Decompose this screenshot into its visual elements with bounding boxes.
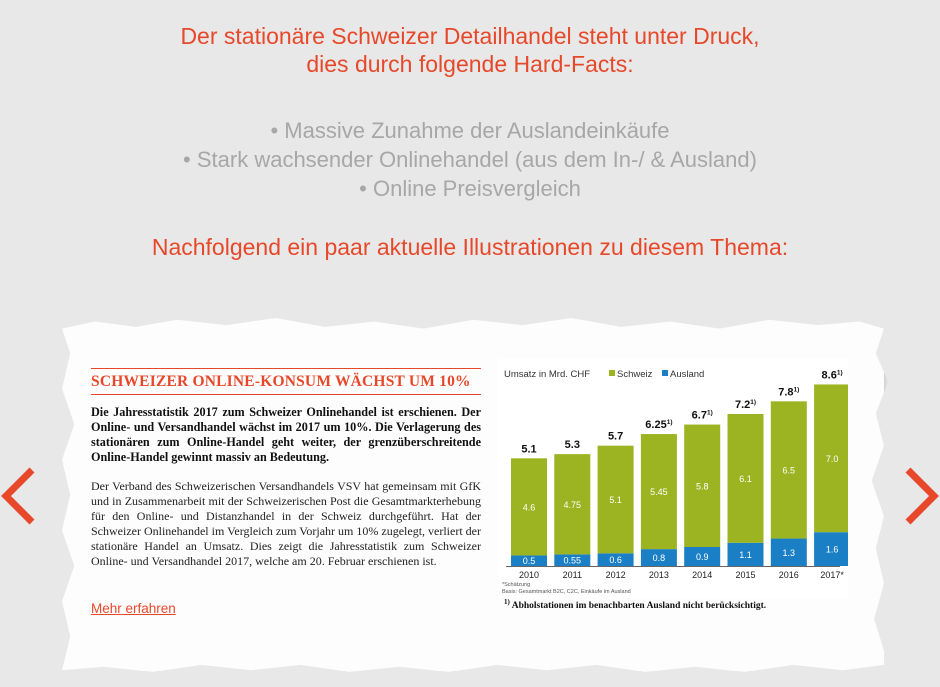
bar-ausland [684, 547, 721, 566]
x-tick-label: 2011 [563, 570, 582, 580]
bar-total-label: 5.7 [608, 431, 623, 443]
headline-line-2: dies durch folgende Hard-Facts: [306, 51, 634, 77]
data-label-schweiz: 5.8 [696, 481, 709, 491]
bar-total-label: 6.251) [645, 419, 672, 431]
bar-schweiz [511, 458, 547, 556]
footnote-text: Abholstationen im benachbarten Ausland n… [511, 601, 767, 612]
illustrations-subheadline: Nachfolgend ein paar aktuelle Illustrati… [0, 233, 940, 261]
article-body: Der Verband des Schweizerischen Versandh… [91, 479, 481, 568]
intro-headline: Der stationäre Schweizer Detailhandel st… [0, 22, 940, 78]
data-label-ausland: 1.3 [783, 548, 796, 558]
chevron-right-icon [905, 467, 939, 525]
bar-schweiz [684, 424, 721, 547]
data-label-ausland: 0.5 [523, 556, 536, 566]
chevron-left-icon [1, 467, 35, 525]
x-tick-label: 2013 [649, 570, 669, 580]
bar-ausland [597, 553, 634, 566]
carousel-next-button[interactable] [900, 466, 940, 526]
x-tick-label: 2016 [779, 570, 799, 580]
article-title: SCHWEIZER ONLINE-KONSUM WÄCHST UM 10% [91, 368, 481, 395]
legend-swatch-schweiz [609, 370, 615, 376]
carousel-prev-button[interactable] [0, 466, 40, 526]
data-label-ausland: 1.6 [826, 545, 839, 555]
bar-schweiz [640, 434, 677, 550]
newspaper-clipping: SCHWEIZER ONLINE-KONSUM WÄCHST UM 10% Di… [62, 318, 884, 672]
footnote-marker: 1) [504, 598, 510, 606]
data-label-schweiz: 6.1 [739, 474, 752, 484]
total-footnote-marker: 1) [794, 386, 800, 393]
data-label-ausland: 1.1 [739, 550, 752, 560]
data-label-ausland: 0.55 [564, 556, 582, 566]
data-label-schweiz: 6.5 [783, 465, 796, 475]
bar-schweiz [814, 384, 848, 533]
article-lead: Die Jahresstatistik 2017 zum Schweizer O… [91, 405, 481, 464]
data-label-schweiz: 7.0 [826, 454, 839, 464]
data-label-schweiz: 5.45 [650, 487, 668, 497]
total-footnote-marker: 1) [667, 419, 673, 426]
hard-facts-list: • Massive Zunahme der Auslandeinkäufe • … [0, 116, 940, 203]
x-tick-label: 2012 [606, 570, 626, 580]
bar-schweiz [727, 414, 764, 543]
x-tick-label: 2010 [519, 570, 539, 580]
bar-total-label: 5.3 [565, 439, 580, 451]
x-tick-label: 2014 [692, 570, 712, 580]
headline-line-1: Der stationäre Schweizer Detailhandel st… [180, 23, 760, 49]
bar-total-label: 5.1 [521, 443, 536, 455]
bar-schweiz [770, 401, 807, 539]
hard-fact-item: • Massive Zunahme der Auslandeinkäufe [270, 118, 670, 143]
bar-ausland [727, 542, 764, 566]
bar-schweiz [597, 445, 634, 554]
legend-label-ausland: Ausland [670, 369, 704, 380]
hard-fact-item: • Online Preisvergleich [359, 176, 581, 201]
data-label-ausland: 0.6 [609, 555, 622, 565]
data-label-schweiz: 4.75 [564, 500, 582, 510]
x-tick-label: 2017* [820, 570, 844, 580]
total-footnote-marker: 1) [750, 399, 756, 406]
legend-label-schweiz: Schweiz [617, 369, 653, 380]
subheadline-text: Nachfolgend ein paar aktuelle Illustrati… [151, 234, 789, 260]
bar-ausland [554, 554, 591, 566]
total-footnote-marker: 1) [707, 410, 713, 417]
bar-ausland [814, 532, 848, 566]
y-axis-label: Umsatz in Mrd. CHF [504, 369, 590, 380]
bar-ausland [511, 555, 547, 566]
hard-fact-item: • Stark wachsender Onlinehandel (aus dem… [183, 147, 757, 172]
bar-schweiz [554, 454, 591, 555]
bar-ausland [640, 549, 677, 566]
data-label-schweiz: 5.1 [609, 495, 622, 505]
chart-footnote-estimate: *Schätzung [502, 582, 530, 588]
chart-footnote-basis: Basis: Gesamtmarkt B2C, C2C, Einkäufe im… [502, 589, 631, 595]
legend-swatch-ausland [662, 370, 668, 376]
bar-ausland [770, 538, 807, 566]
total-footnote-marker: 1) [837, 369, 843, 376]
more-link[interactable]: Mehr erfahren [91, 601, 176, 616]
data-label-ausland: 0.8 [653, 553, 666, 563]
revenue-chart: Umsatz in Mrd. CHF Schweiz Ausland 0.5 4.6 5.… [498, 358, 848, 598]
x-tick-label: 2015 [735, 570, 755, 580]
chart-footnote: 1) Abholstationen im benachbarten Auslan… [504, 598, 844, 611]
data-label-ausland: 0.9 [696, 552, 709, 562]
data-label-schweiz: 4.6 [523, 502, 536, 512]
